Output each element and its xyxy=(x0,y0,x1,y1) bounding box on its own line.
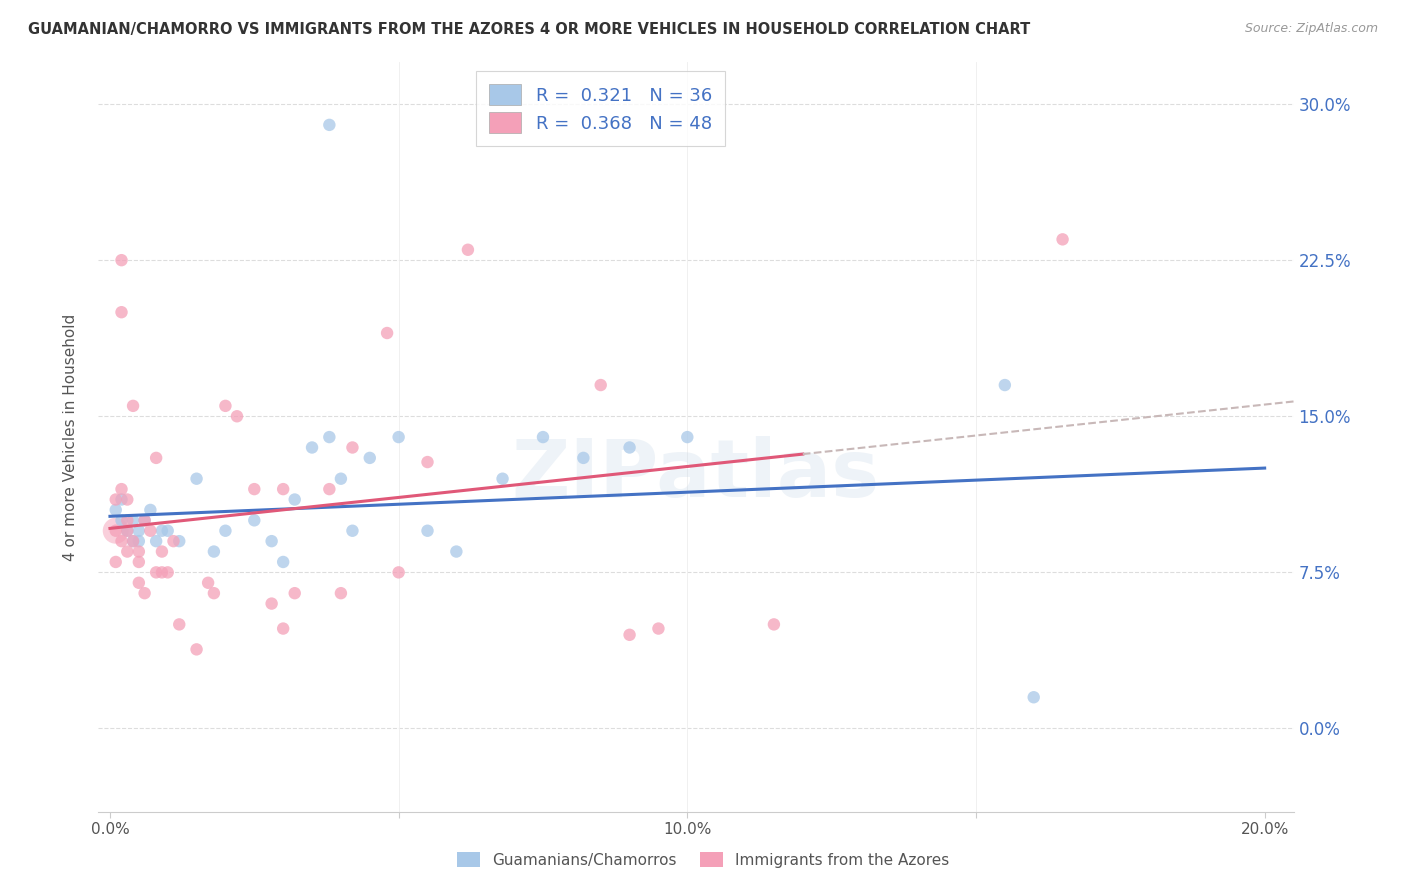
Point xyxy=(122,534,145,549)
Point xyxy=(416,455,439,469)
Point xyxy=(260,534,283,549)
Point xyxy=(104,555,127,569)
Point xyxy=(572,450,595,465)
Point xyxy=(134,513,156,527)
Point xyxy=(122,534,145,549)
Point xyxy=(243,513,266,527)
Point xyxy=(318,482,340,496)
Point xyxy=(647,622,669,636)
Point xyxy=(110,253,132,268)
Point xyxy=(226,409,249,424)
Text: Source: ZipAtlas.com: Source: ZipAtlas.com xyxy=(1244,22,1378,36)
Legend: R =  0.321   N = 36, R =  0.368   N = 48: R = 0.321 N = 36, R = 0.368 N = 48 xyxy=(477,71,724,145)
Point xyxy=(271,555,294,569)
Point xyxy=(676,430,699,444)
Point xyxy=(156,566,179,580)
Text: ZIPatlas: ZIPatlas xyxy=(512,435,880,514)
Point xyxy=(318,430,340,444)
Point xyxy=(416,524,439,538)
Point xyxy=(167,617,190,632)
Point xyxy=(134,513,156,527)
Point xyxy=(1052,232,1074,246)
Point xyxy=(128,575,150,590)
Point xyxy=(375,326,398,340)
Point xyxy=(110,305,132,319)
Point xyxy=(388,430,411,444)
Point xyxy=(139,503,162,517)
Point xyxy=(329,472,352,486)
Point xyxy=(202,586,225,600)
Point xyxy=(1022,690,1045,705)
Point xyxy=(359,450,381,465)
Point xyxy=(260,597,283,611)
Point xyxy=(186,642,208,657)
Point xyxy=(128,544,150,558)
Point xyxy=(271,482,294,496)
Point xyxy=(134,586,156,600)
Point xyxy=(128,524,150,538)
Point xyxy=(122,399,145,413)
Point xyxy=(301,441,323,455)
Point xyxy=(104,524,127,538)
Point xyxy=(619,628,641,642)
Point xyxy=(457,243,479,257)
Point xyxy=(117,492,139,507)
Point xyxy=(318,118,340,132)
Point xyxy=(110,492,132,507)
Point xyxy=(197,575,219,590)
Point xyxy=(342,441,364,455)
Point xyxy=(117,513,139,527)
Point xyxy=(388,566,411,580)
Point xyxy=(271,622,294,636)
Point xyxy=(167,534,190,549)
Point xyxy=(284,586,307,600)
Point xyxy=(243,482,266,496)
Point xyxy=(162,534,184,549)
Point xyxy=(104,492,127,507)
Point xyxy=(491,472,513,486)
Point xyxy=(284,492,307,507)
Legend: Guamanians/Chamorros, Immigrants from the Azores: Guamanians/Chamorros, Immigrants from th… xyxy=(450,845,956,875)
Point xyxy=(110,482,132,496)
Text: GUAMANIAN/CHAMORRO VS IMMIGRANTS FROM THE AZORES 4 OR MORE VEHICLES IN HOUSEHOLD: GUAMANIAN/CHAMORRO VS IMMIGRANTS FROM TH… xyxy=(28,22,1031,37)
Point xyxy=(128,555,150,569)
Point xyxy=(128,534,150,549)
Point xyxy=(150,524,173,538)
Point xyxy=(446,544,468,558)
Point xyxy=(214,524,236,538)
Point xyxy=(619,441,641,455)
Point xyxy=(104,524,127,538)
Point xyxy=(531,430,554,444)
Point xyxy=(117,524,139,538)
Point xyxy=(762,617,785,632)
Point xyxy=(342,524,364,538)
Point xyxy=(214,399,236,413)
Point xyxy=(994,378,1017,392)
Point xyxy=(329,586,352,600)
Point xyxy=(589,378,612,392)
Point xyxy=(139,524,162,538)
Point xyxy=(150,544,173,558)
Point xyxy=(145,566,167,580)
Point xyxy=(145,450,167,465)
Y-axis label: 4 or more Vehicles in Household: 4 or more Vehicles in Household xyxy=(63,313,77,561)
Point xyxy=(186,472,208,486)
Point xyxy=(145,534,167,549)
Point xyxy=(150,566,173,580)
Point xyxy=(110,534,132,549)
Point xyxy=(156,524,179,538)
Point xyxy=(202,544,225,558)
Point xyxy=(117,524,139,538)
Point xyxy=(122,513,145,527)
Point xyxy=(117,544,139,558)
Point xyxy=(110,513,132,527)
Point xyxy=(104,503,127,517)
